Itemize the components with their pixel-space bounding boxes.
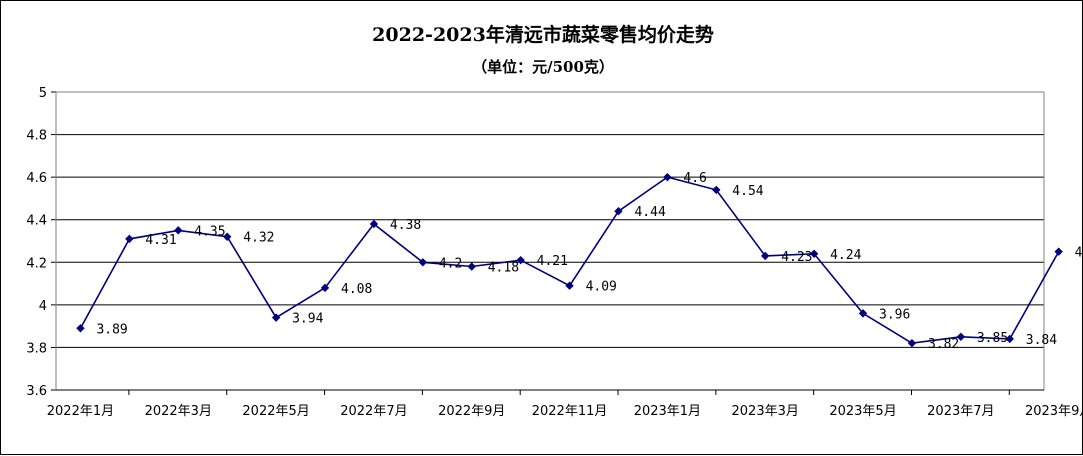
data-label: 3.85 bbox=[977, 331, 1008, 346]
data-label: 4.23 bbox=[781, 250, 812, 265]
data-point-marker bbox=[516, 255, 525, 265]
data-point-marker bbox=[320, 283, 330, 293]
axes bbox=[51, 91, 1045, 395]
data-point-marker bbox=[271, 313, 281, 322]
data-point-marker bbox=[76, 324, 85, 333]
data-label: 4.31 bbox=[145, 233, 176, 248]
data-label: 3.96 bbox=[879, 307, 910, 322]
y-tick-label: 5 bbox=[39, 86, 47, 101]
y-tick-label: 3.6 bbox=[26, 384, 47, 399]
x-tick-label: 2022年1月 bbox=[47, 404, 114, 419]
data-label: 4.44 bbox=[634, 205, 665, 220]
x-tick-label: 2023年1月 bbox=[634, 404, 701, 419]
data-point-marker bbox=[174, 226, 183, 235]
y-tick-label: 3.8 bbox=[26, 341, 47, 356]
data-label: 3.94 bbox=[292, 312, 323, 327]
data-label: 4.2 bbox=[439, 256, 462, 271]
data-label: 4.54 bbox=[732, 184, 763, 199]
data-point-marker bbox=[663, 172, 672, 182]
data-point-marker bbox=[1054, 247, 1063, 256]
data-labels: 3.89 4.31 4.35 4.32 3.94 4.08 4.38 4.2 4.18 4.21 4… bbox=[96, 171, 1083, 352]
data-label: 4.08 bbox=[341, 282, 372, 297]
data-label: 3.89 bbox=[96, 322, 127, 337]
data-point-marker bbox=[761, 251, 770, 261]
x-tick-label: 2023年7月 bbox=[927, 404, 994, 419]
x-tick-label: 2022年11月 bbox=[532, 404, 608, 419]
data-point-marker bbox=[907, 338, 917, 348]
data-point-marker bbox=[809, 249, 819, 258]
data-point-marker bbox=[614, 207, 623, 216]
y-tick-label: 4 bbox=[39, 299, 47, 314]
data-point-marker bbox=[1005, 334, 1014, 344]
data-point-marker bbox=[125, 234, 134, 244]
y-tick-labels: 3.6 3.8 4 4.2 4.4 4.6 4.8 5 bbox=[26, 86, 47, 399]
series-line-group bbox=[76, 172, 1063, 348]
data-point-marker bbox=[858, 309, 868, 318]
chart-title: 2022-2023年清远市蔬菜零售均价走势 bbox=[372, 23, 714, 46]
data-label: 3.84 bbox=[1026, 333, 1057, 348]
chart-subtitle: （单位：元/500克） bbox=[472, 58, 614, 76]
data-label: 4.18 bbox=[488, 261, 519, 276]
data-point-marker bbox=[418, 258, 428, 267]
data-label: 3.82 bbox=[928, 337, 959, 352]
x-tick-label: 2022年3月 bbox=[145, 404, 212, 419]
data-label: 4.38 bbox=[390, 218, 421, 233]
x-tick-label: 2022年5月 bbox=[242, 404, 309, 419]
y-tick-label: 4.4 bbox=[26, 214, 47, 229]
x-tick-label: 2022年7月 bbox=[340, 404, 407, 419]
y-tick-label: 4.6 bbox=[26, 171, 47, 186]
data-point-marker bbox=[222, 232, 232, 241]
data-label: 4.25 bbox=[1075, 246, 1083, 261]
data-point-marker bbox=[956, 332, 966, 341]
x-tick-label: 2023年3月 bbox=[732, 404, 799, 419]
x-tick-label: 2023年5月 bbox=[829, 404, 896, 419]
data-label: 4.21 bbox=[537, 254, 568, 269]
data-point-marker bbox=[369, 219, 379, 229]
data-point-marker bbox=[565, 281, 574, 290]
data-label: 4.35 bbox=[194, 224, 225, 239]
series-line bbox=[79, 176, 1060, 345]
data-label: 4.32 bbox=[243, 231, 274, 246]
x-tick-label: 2023年9月 bbox=[1025, 404, 1083, 419]
data-label: 4.24 bbox=[830, 248, 861, 263]
data-point-marker bbox=[467, 262, 476, 271]
data-point-marker bbox=[712, 185, 721, 195]
y-tick-label: 4.8 bbox=[26, 129, 47, 144]
x-tick-labels: 2022年1月 2022年3月 2022年5月 2022年7月 2022年9月 2022年… bbox=[47, 404, 1083, 419]
x-tick-label: 2022年9月 bbox=[438, 404, 505, 419]
data-label: 4.09 bbox=[586, 280, 617, 295]
data-label: 4.6 bbox=[683, 171, 706, 186]
y-tick-label: 4.2 bbox=[26, 256, 47, 271]
